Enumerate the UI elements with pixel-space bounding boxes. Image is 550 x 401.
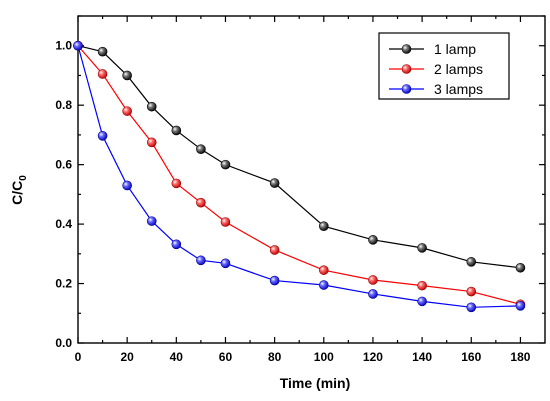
series-3-lamps	[73, 40, 526, 313]
x-tick-label: 60	[219, 350, 233, 364]
legend-label-2-lamps: 2 lamps	[434, 61, 483, 77]
data-point-1-lamp	[417, 243, 427, 253]
data-point-1-lamp	[97, 46, 108, 57]
y-tick-label: 0.6	[55, 158, 72, 172]
data-point-3-lamps	[97, 131, 108, 141]
data-point-2-lamps	[122, 106, 132, 116]
x-tick-label: 80	[268, 350, 282, 364]
data-point-3-lamps	[318, 280, 329, 290]
y-tick-label: 0.2	[55, 277, 72, 291]
data-point-3-lamps	[269, 275, 280, 286]
y-axis-title: C/C0	[9, 175, 29, 205]
data-point-3-lamps	[196, 255, 206, 266]
x-tick-label: 20	[120, 350, 134, 364]
x-tick-label: 140	[412, 350, 432, 364]
data-point-3-lamps	[466, 302, 477, 313]
legend-item-3-lamps: 3 lamps	[389, 81, 483, 97]
data-point-2-lamps	[466, 286, 477, 297]
data-point-1-lamp	[269, 178, 280, 188]
data-point-1-lamp	[196, 144, 206, 154]
data-point-2-lamps	[171, 178, 182, 189]
data-point-3-lamps	[417, 296, 427, 307]
data-point-1-lamp	[515, 262, 526, 273]
y-tick-label: 0.0	[55, 336, 72, 350]
data-point-3-lamps	[171, 239, 182, 250]
series-2-lamps	[73, 40, 526, 310]
data-point-2-lamps	[318, 265, 329, 275]
data-point-3-lamps	[220, 258, 231, 269]
data-point-2-lamps	[220, 217, 231, 227]
y-tick-label: 0.4	[55, 217, 72, 231]
axes: 0 20 40 60 80 100 120 140 160 180 0.0 0.2 0.4 0.6 0.8 1…	[55, 15, 546, 364]
data-point-3-lamps	[368, 289, 378, 299]
data-point-1-lamp	[171, 125, 182, 136]
x-axis-title: Time (min)	[280, 375, 351, 391]
svg-text:C/C0: C/C0	[9, 175, 29, 205]
series-1-lamp	[73, 40, 526, 273]
y-tick-label: 1.0	[55, 39, 72, 53]
legend-label-3-lamps: 3 lamps	[434, 81, 483, 97]
legend: 1 lamp 2 lamps 3 lamps	[378, 32, 510, 100]
data-point-2-lamps	[269, 245, 280, 255]
data-point-2-lamps	[368, 275, 378, 285]
x-tick-label: 100	[314, 350, 334, 364]
data-point-2-lamps	[417, 280, 427, 291]
x-tick-label: 160	[461, 350, 481, 364]
x-tick-label: 40	[170, 350, 184, 364]
y-axis-title-subscript: 0	[18, 175, 29, 181]
x-tick-label: 0	[75, 350, 82, 364]
data-point-2-lamps	[196, 197, 206, 208]
x-tick-label: 120	[363, 350, 383, 364]
data-point-1-lamp	[146, 101, 157, 112]
series-layer	[73, 40, 526, 313]
data-point-1-lamp	[122, 70, 132, 81]
x-tick-label: 180	[510, 350, 530, 364]
data-point-2-lamps	[97, 69, 108, 79]
data-point-1-lamp	[368, 235, 378, 245]
data-point-1-lamp	[318, 221, 329, 231]
data-point-2-lamps	[146, 137, 157, 148]
plot-frame	[77, 15, 546, 344]
data-point-3-lamps	[122, 180, 132, 191]
y-axis-title-main: C/C	[9, 181, 25, 205]
legend-label-1-lamp: 1 lamp	[434, 41, 476, 57]
data-point-1-lamp	[466, 257, 477, 267]
legend-item-1-lamp: 1 lamp	[389, 41, 476, 57]
data-point-3-lamps	[515, 301, 526, 311]
legend-item-2-lamps: 2 lamps	[389, 61, 483, 77]
legend-box	[378, 32, 510, 100]
data-point-3-lamps	[73, 40, 83, 51]
y-tick-label: 0.8	[55, 98, 72, 112]
data-point-1-lamp	[220, 159, 231, 170]
data-point-3-lamps	[146, 216, 157, 226]
